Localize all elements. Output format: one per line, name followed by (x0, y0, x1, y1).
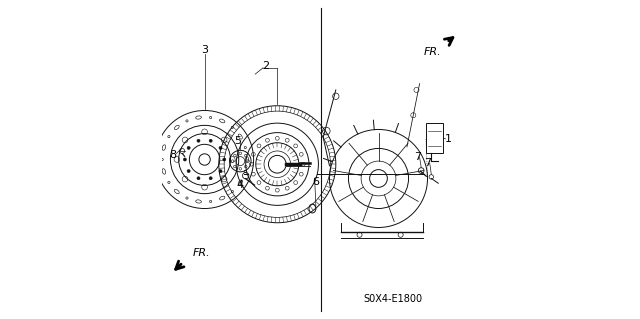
Circle shape (219, 169, 222, 173)
Text: 2: 2 (262, 61, 269, 71)
Circle shape (187, 169, 190, 173)
Text: 7: 7 (414, 152, 421, 162)
Text: S0X4-E1800: S0X4-E1800 (363, 293, 422, 304)
Circle shape (209, 139, 212, 142)
Circle shape (183, 158, 186, 161)
Circle shape (209, 177, 212, 180)
Circle shape (187, 146, 190, 150)
Text: FR.: FR. (193, 249, 210, 258)
Text: 6: 6 (312, 177, 319, 187)
Text: 4: 4 (237, 181, 244, 190)
Circle shape (219, 146, 222, 150)
Circle shape (197, 177, 200, 180)
Text: 5: 5 (234, 136, 241, 145)
Text: 7: 7 (424, 158, 431, 168)
Text: 3: 3 (201, 45, 208, 56)
Circle shape (197, 139, 200, 142)
Bar (426, 123, 444, 153)
Text: FR.: FR. (424, 47, 442, 56)
Circle shape (223, 158, 226, 161)
Text: 8: 8 (170, 150, 177, 160)
Text: 1: 1 (445, 134, 452, 144)
